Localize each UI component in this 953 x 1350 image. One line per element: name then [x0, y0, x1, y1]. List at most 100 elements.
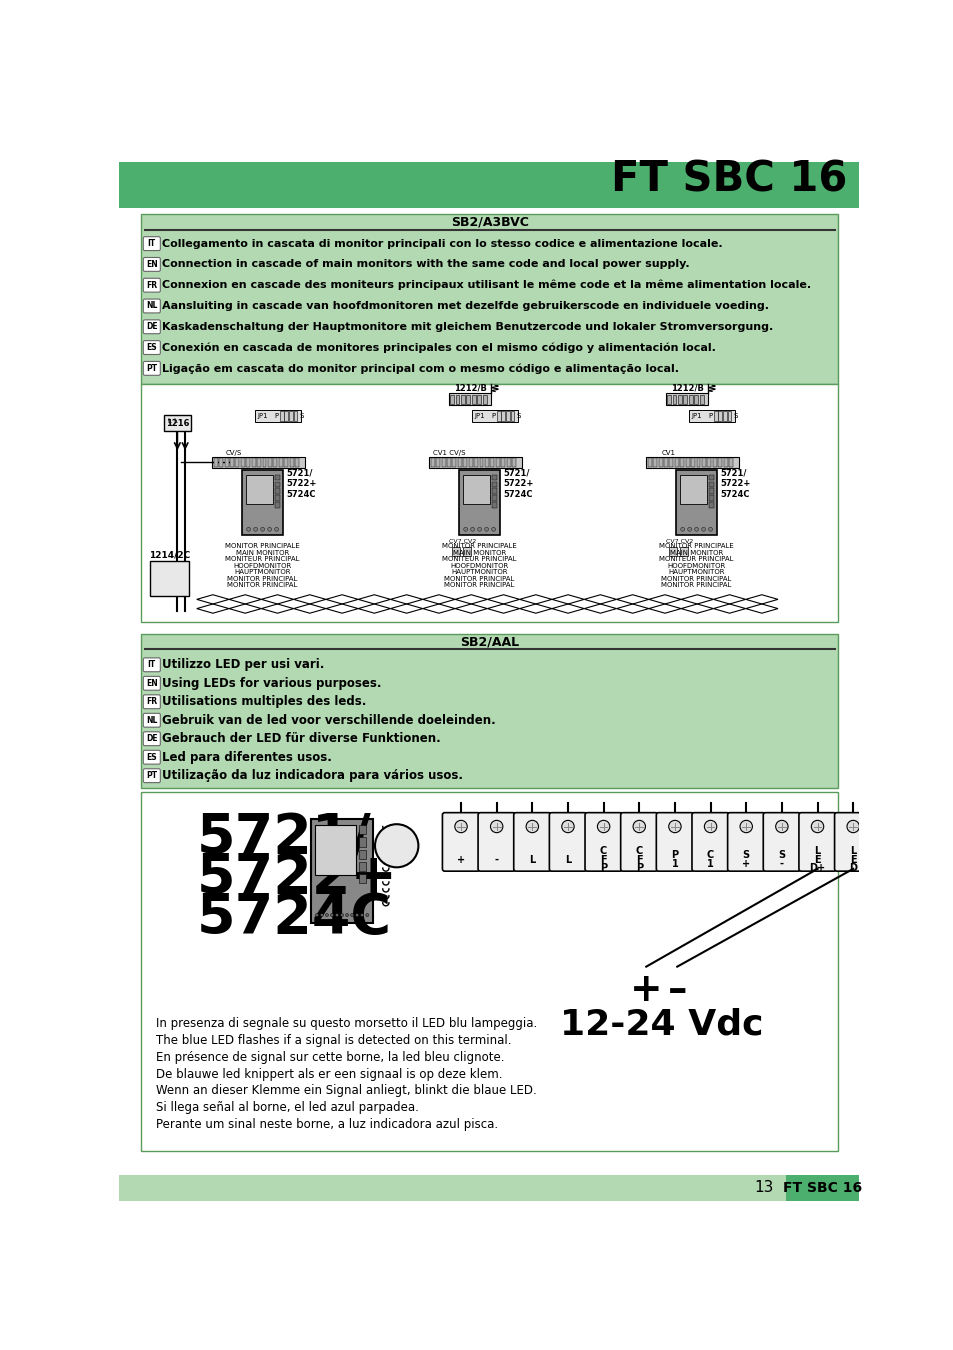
- Text: FR: FR: [146, 697, 157, 706]
- Bar: [497, 412, 500, 421]
- Circle shape: [775, 821, 787, 833]
- Bar: [245, 475, 273, 504]
- Bar: [645, 456, 739, 468]
- FancyBboxPatch shape: [143, 320, 160, 333]
- Bar: [708, 489, 713, 494]
- Text: 1214/2C: 1214/2C: [149, 551, 190, 559]
- Bar: [718, 459, 721, 467]
- Text: CV1 CV/S: CV1 CV/S: [433, 450, 465, 456]
- Text: CV7 CV2: CV7 CV2: [448, 539, 476, 544]
- Bar: [500, 412, 505, 421]
- Circle shape: [375, 825, 418, 867]
- Bar: [219, 459, 223, 467]
- Text: MONITOR PRINCIPAL: MONITOR PRINCIPAL: [660, 576, 731, 582]
- Circle shape: [315, 914, 318, 917]
- Bar: [682, 394, 686, 404]
- Bar: [712, 459, 716, 467]
- Text: L: L: [564, 855, 571, 864]
- Text: 5721/
5722+
5724C: 5721/ 5722+ 5724C: [502, 468, 533, 498]
- Bar: [359, 825, 365, 834]
- Bar: [119, 162, 858, 208]
- Bar: [141, 792, 838, 1152]
- Text: HAUPTMONITOR: HAUPTMONITOR: [234, 570, 291, 575]
- Text: L
E
D+: L E D+: [808, 846, 824, 873]
- Text: MONITOR PRINCIPALE: MONITOR PRINCIPALE: [442, 543, 517, 549]
- Bar: [274, 495, 279, 501]
- Text: Connexion en cascade des moniteurs principaux utilisant le même code et la même : Connexion en cascade des moniteurs princ…: [162, 279, 810, 290]
- Text: Gebrauch der LED für diverse Funktionen.: Gebrauch der LED für diverse Funktionen.: [162, 732, 440, 745]
- Bar: [463, 547, 471, 556]
- FancyBboxPatch shape: [477, 813, 515, 871]
- FancyBboxPatch shape: [143, 236, 160, 251]
- Text: 5721/
5722+
5724C: 5721/ 5722+ 5724C: [720, 468, 749, 498]
- Circle shape: [477, 528, 481, 531]
- Text: L: L: [529, 855, 535, 864]
- Text: CV7 CV2: CV7 CV2: [665, 539, 692, 544]
- FancyBboxPatch shape: [691, 813, 728, 871]
- Text: ES: ES: [147, 343, 157, 352]
- Bar: [665, 393, 707, 405]
- Bar: [479, 459, 483, 467]
- Text: HAUPTMONITOR: HAUPTMONITOR: [668, 570, 724, 575]
- FancyBboxPatch shape: [143, 695, 160, 709]
- Text: JP1: JP1: [474, 413, 484, 418]
- Bar: [688, 410, 735, 423]
- Text: Wenn an dieser Klemme ein Signal anliegt, blinkt die blaue LED.: Wenn an dieser Klemme ein Signal anliegt…: [156, 1084, 537, 1098]
- Bar: [462, 475, 489, 504]
- Text: S: S: [733, 413, 738, 418]
- Circle shape: [320, 914, 323, 917]
- Bar: [512, 459, 516, 467]
- Text: 5722+: 5722+: [196, 850, 397, 904]
- FancyBboxPatch shape: [798, 813, 835, 871]
- Bar: [708, 495, 713, 501]
- Bar: [492, 495, 497, 501]
- Text: Perante um sinal neste borne, a luz indicadora azul pisca.: Perante um sinal neste borne, a luz indi…: [156, 1118, 498, 1131]
- Bar: [496, 459, 499, 467]
- Text: MONITEUR PRINCIPAL: MONITEUR PRINCIPAL: [225, 556, 299, 562]
- Text: +: +: [629, 971, 662, 1008]
- Bar: [727, 412, 731, 421]
- Bar: [701, 459, 705, 467]
- Bar: [688, 394, 692, 404]
- Circle shape: [490, 821, 502, 833]
- Bar: [447, 459, 451, 467]
- FancyBboxPatch shape: [143, 713, 160, 728]
- Bar: [448, 393, 491, 405]
- FancyBboxPatch shape: [834, 813, 871, 871]
- Text: 1212/B: 1212/B: [454, 383, 486, 393]
- Bar: [441, 459, 445, 467]
- Circle shape: [350, 914, 354, 917]
- FancyBboxPatch shape: [584, 813, 621, 871]
- Bar: [679, 459, 683, 467]
- Bar: [164, 414, 192, 432]
- Bar: [472, 410, 517, 423]
- Bar: [460, 394, 464, 404]
- Bar: [315, 825, 355, 875]
- Text: Conexión en cascada de monitores principales con el mismo código y alimentación : Conexión en cascada de monitores princip…: [162, 343, 715, 352]
- Bar: [241, 459, 245, 467]
- Bar: [119, 1174, 858, 1202]
- Text: MONITOR PRINCIPAL: MONITOR PRINCIPAL: [444, 576, 515, 582]
- FancyBboxPatch shape: [143, 340, 160, 355]
- Bar: [284, 459, 288, 467]
- Text: JP1: JP1: [257, 413, 268, 418]
- Text: FT SBC 16: FT SBC 16: [611, 158, 847, 201]
- Bar: [463, 459, 467, 467]
- Bar: [459, 470, 499, 536]
- Text: Utilisations multiples des leds.: Utilisations multiples des leds.: [162, 695, 366, 709]
- FancyBboxPatch shape: [143, 657, 160, 672]
- Text: 1212/B: 1212/B: [670, 383, 703, 393]
- Circle shape: [247, 528, 251, 531]
- FancyBboxPatch shape: [727, 813, 764, 871]
- Text: 1216: 1216: [166, 418, 189, 428]
- Bar: [294, 412, 297, 421]
- Bar: [452, 547, 459, 556]
- FancyBboxPatch shape: [620, 813, 658, 871]
- Circle shape: [491, 528, 495, 531]
- Bar: [456, 394, 459, 404]
- Bar: [436, 459, 439, 467]
- Circle shape: [330, 914, 334, 917]
- FancyBboxPatch shape: [143, 258, 160, 271]
- Bar: [466, 394, 470, 404]
- Text: MONITOR PRINCIPALE: MONITOR PRINCIPALE: [225, 543, 299, 549]
